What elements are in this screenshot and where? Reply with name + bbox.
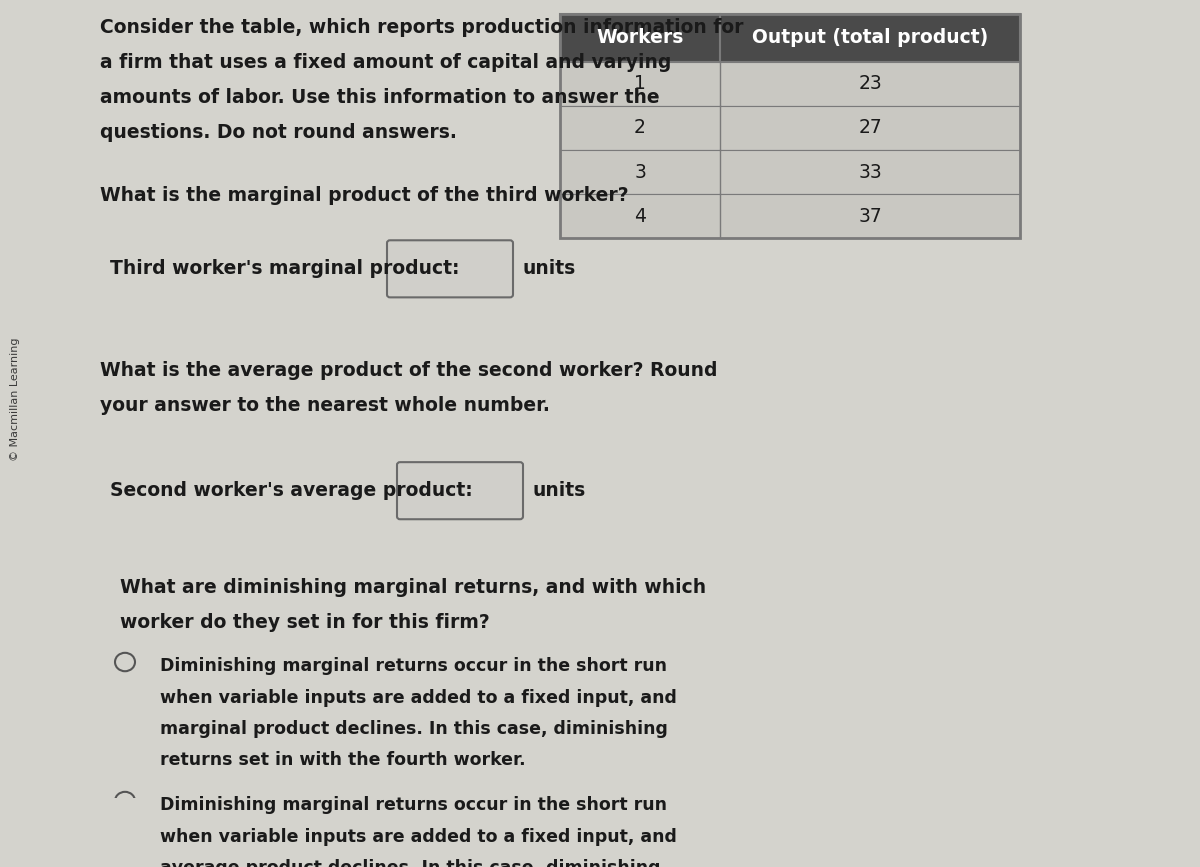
Text: worker do they set in for this firm?: worker do they set in for this firm? (120, 613, 490, 632)
Text: 1: 1 (634, 75, 646, 94)
FancyBboxPatch shape (560, 14, 1020, 62)
FancyBboxPatch shape (560, 106, 1020, 150)
Text: 4: 4 (634, 207, 646, 225)
Text: What is the average product of the second worker? Round: What is the average product of the secon… (100, 361, 718, 380)
Text: Diminishing marginal returns occur in the short run: Diminishing marginal returns occur in th… (160, 796, 667, 814)
Text: a firm that uses a fixed amount of capital and varying: a firm that uses a fixed amount of capit… (100, 54, 671, 73)
Text: units: units (532, 481, 586, 500)
Text: 23: 23 (858, 75, 882, 94)
Text: Diminishing marginal returns occur in the short run: Diminishing marginal returns occur in th… (160, 657, 667, 675)
Text: 27: 27 (858, 119, 882, 138)
Text: amounts of labor. Use this information to answer the: amounts of labor. Use this information t… (100, 88, 660, 108)
Text: when variable inputs are added to a fixed input, and: when variable inputs are added to a fixe… (160, 828, 677, 845)
FancyBboxPatch shape (397, 462, 523, 519)
Text: average product declines. In this case, diminishing: average product declines. In this case, … (160, 859, 660, 867)
Text: marginal product declines. In this case, diminishing: marginal product declines. In this case,… (160, 720, 668, 738)
Text: returns set in with the fourth worker.: returns set in with the fourth worker. (160, 751, 526, 769)
Text: What is the marginal product of the third worker?: What is the marginal product of the thir… (100, 186, 629, 205)
FancyBboxPatch shape (560, 194, 1020, 238)
Text: units: units (522, 259, 575, 278)
Text: 33: 33 (858, 163, 882, 182)
Text: What are diminishing marginal returns, and with which: What are diminishing marginal returns, a… (120, 578, 706, 597)
Text: Second worker's average product:: Second worker's average product: (110, 481, 473, 500)
FancyBboxPatch shape (560, 150, 1020, 194)
FancyBboxPatch shape (386, 240, 514, 297)
Text: when variable inputs are added to a fixed input, and: when variable inputs are added to a fixe… (160, 688, 677, 707)
Text: 2: 2 (634, 119, 646, 138)
Text: 37: 37 (858, 207, 882, 225)
Text: Consider the table, which reports production information for: Consider the table, which reports produc… (100, 18, 744, 37)
Text: Output (total product): Output (total product) (752, 29, 988, 47)
Text: 3: 3 (634, 163, 646, 182)
Text: Workers: Workers (596, 29, 684, 47)
Text: © Macmillan Learning: © Macmillan Learning (10, 337, 20, 461)
Text: your answer to the nearest whole number.: your answer to the nearest whole number. (100, 396, 550, 415)
Text: questions. Do not round answers.: questions. Do not round answers. (100, 123, 457, 142)
FancyBboxPatch shape (560, 62, 1020, 106)
Text: Third worker's marginal product:: Third worker's marginal product: (110, 259, 460, 278)
